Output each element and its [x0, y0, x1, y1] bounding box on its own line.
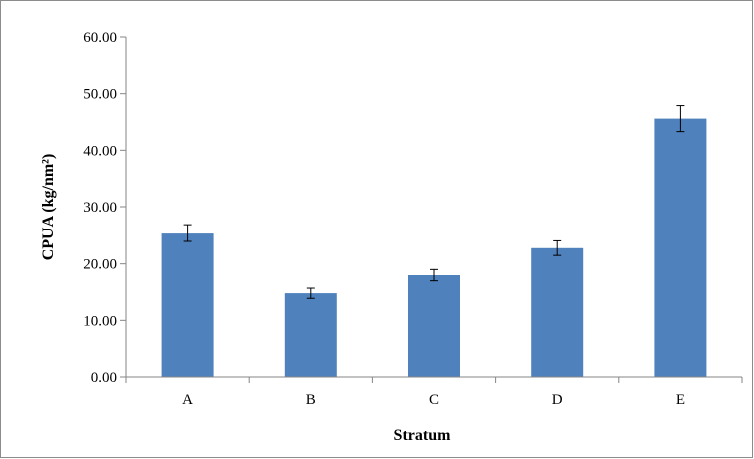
error-bar-a: [183, 224, 192, 242]
y-tick-label: 10.00: [83, 313, 117, 329]
x-tick-label: E: [676, 392, 685, 408]
x-tick-label: A: [182, 392, 193, 408]
error-bar-d: [553, 239, 562, 256]
bar-c: [408, 275, 460, 377]
error-bars-layer: [183, 105, 685, 299]
x-tick-label: B: [306, 392, 316, 408]
y-tick-label: 30.00: [83, 200, 117, 216]
bars-layer: [161, 118, 707, 377]
y-axis-title: CPUA (kg/nm²): [40, 154, 57, 261]
axes-layer: [120, 36, 743, 383]
error-bar-b: [306, 287, 315, 299]
bar-e: [654, 118, 707, 377]
bar-b: [284, 293, 337, 377]
y-tick-label: 60.00: [83, 30, 117, 46]
tick-labels-layer: A B C D E 0.00 10.00 20.00 30.00 40.00 50.00 60.00: [83, 30, 685, 408]
y-tick-label: 50.00: [83, 87, 117, 103]
x-tick-label: C: [429, 392, 439, 408]
y-tick-label: 40.00: [83, 143, 117, 159]
bar-d: [531, 247, 584, 377]
error-bar-c: [430, 268, 438, 282]
y-tick-label: 0.00: [91, 370, 117, 386]
x-tick-label: D: [552, 392, 563, 408]
bar-a: [161, 233, 214, 377]
y-tick-label: 20.00: [83, 257, 117, 273]
x-axis-title: Stratum: [394, 427, 452, 444]
error-bar-e: [676, 105, 685, 133]
